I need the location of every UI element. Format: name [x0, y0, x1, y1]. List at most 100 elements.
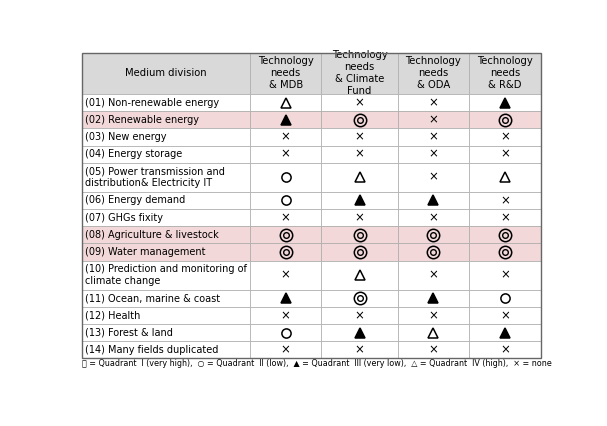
Bar	[398, 243, 469, 261]
Text: (02) Renewable energy: (02) Renewable energy	[85, 115, 199, 125]
Bar	[250, 111, 322, 128]
Bar	[81, 341, 250, 358]
Text: ×: ×	[354, 96, 364, 109]
Bar	[469, 94, 541, 111]
Bar	[469, 226, 541, 243]
Text: (04) Energy storage: (04) Energy storage	[85, 149, 182, 159]
Text: ×: ×	[500, 343, 510, 357]
Text: Ⓢ = Quadrant  I (very high),  ○ = Quadrant  II (low),  ▲ = Quadrant  III (very l: Ⓢ = Quadrant I (very high), ○ = Quadrant…	[81, 360, 551, 368]
Text: ×: ×	[354, 130, 364, 144]
Bar	[322, 226, 398, 243]
Bar	[81, 53, 250, 94]
Bar	[469, 128, 541, 146]
Bar	[322, 163, 398, 192]
Bar	[398, 307, 469, 324]
Bar	[250, 53, 322, 94]
Bar	[322, 341, 398, 358]
Bar	[469, 324, 541, 341]
Text: ×: ×	[281, 211, 291, 224]
Bar	[250, 290, 322, 307]
Text: (09) Water management: (09) Water management	[85, 247, 205, 257]
Bar	[250, 341, 322, 358]
Bar	[469, 192, 541, 209]
Text: ×: ×	[281, 148, 291, 161]
Bar	[250, 209, 322, 226]
Bar	[81, 324, 250, 341]
Bar	[81, 163, 250, 192]
Bar	[322, 94, 398, 111]
Text: (01) Non-renewable energy: (01) Non-renewable energy	[85, 98, 219, 108]
Text: ×: ×	[500, 194, 510, 207]
Bar	[81, 111, 250, 128]
Bar	[398, 341, 469, 358]
Bar	[81, 192, 250, 209]
Text: ×: ×	[429, 343, 438, 357]
Bar	[250, 226, 322, 243]
Text: ×: ×	[281, 130, 291, 144]
Bar	[322, 192, 398, 209]
Text: ×: ×	[429, 211, 438, 224]
Bar	[469, 209, 541, 226]
Bar	[81, 243, 250, 261]
Bar	[250, 94, 322, 111]
Text: (07) GHGs fixity: (07) GHGs fixity	[85, 213, 163, 223]
Bar	[469, 163, 541, 192]
Bar	[469, 261, 541, 290]
Text: ×: ×	[500, 211, 510, 224]
Bar	[81, 226, 250, 243]
Text: Medium division: Medium division	[125, 69, 206, 78]
Text: Technology
needs
& MDB: Technology needs & MDB	[258, 56, 314, 90]
Text: (05) Power transmission and
distribution& Electricity IT: (05) Power transmission and distribution…	[85, 167, 225, 188]
Bar	[250, 243, 322, 261]
Text: ×: ×	[500, 309, 510, 322]
Bar	[469, 146, 541, 163]
Bar	[398, 111, 469, 128]
Text: ×: ×	[429, 148, 438, 161]
Text: (12) Health: (12) Health	[85, 311, 140, 320]
Text: (11) Ocean, marine & coast: (11) Ocean, marine & coast	[85, 294, 220, 303]
Bar	[398, 146, 469, 163]
Bar	[81, 290, 250, 307]
Bar	[398, 324, 469, 341]
Bar	[322, 290, 398, 307]
Bar	[81, 146, 250, 163]
Text: ×: ×	[500, 269, 510, 282]
Bar	[322, 146, 398, 163]
Bar	[322, 209, 398, 226]
Bar	[81, 261, 250, 290]
Bar	[322, 307, 398, 324]
Text: ×: ×	[354, 148, 364, 161]
Text: (06) Energy demand: (06) Energy demand	[85, 196, 185, 205]
Bar	[398, 163, 469, 192]
Bar	[250, 146, 322, 163]
Bar	[469, 243, 541, 261]
Bar	[81, 209, 250, 226]
Bar	[250, 261, 322, 290]
Text: ×: ×	[429, 130, 438, 144]
Bar	[398, 128, 469, 146]
Bar	[398, 290, 469, 307]
Text: Technology
needs
& ODA: Technology needs & ODA	[405, 56, 461, 90]
Text: ×: ×	[281, 343, 291, 357]
Bar	[469, 53, 541, 94]
Text: ×: ×	[429, 113, 438, 126]
Bar	[469, 290, 541, 307]
Bar	[250, 192, 322, 209]
Text: ×: ×	[354, 309, 364, 322]
Bar	[398, 261, 469, 290]
Bar	[250, 163, 322, 192]
Bar	[322, 128, 398, 146]
Text: ×: ×	[354, 343, 364, 357]
Text: ×: ×	[500, 130, 510, 144]
Bar	[322, 261, 398, 290]
Bar	[469, 111, 541, 128]
Text: ×: ×	[429, 96, 438, 109]
Bar	[469, 341, 541, 358]
Bar	[322, 324, 398, 341]
Text: ×: ×	[429, 309, 438, 322]
Text: ×: ×	[354, 211, 364, 224]
Text: ×: ×	[429, 269, 438, 282]
Bar	[322, 111, 398, 128]
Bar	[398, 53, 469, 94]
Text: (14) Many fields duplicated: (14) Many fields duplicated	[85, 345, 218, 355]
